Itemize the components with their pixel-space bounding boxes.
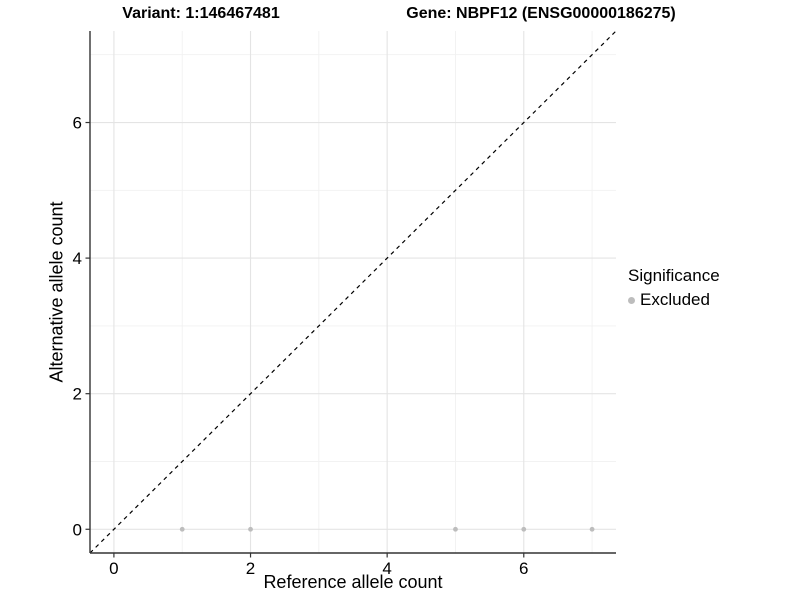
legend-item-excluded: Excluded	[628, 290, 720, 310]
data-point	[453, 526, 458, 532]
data-point	[179, 526, 185, 532]
x-tick-label: 4	[382, 559, 391, 578]
data-point	[589, 526, 595, 532]
y-tick-label: 6	[73, 114, 82, 133]
x-tick-label: 0	[109, 559, 118, 578]
y-tick-label: 2	[73, 385, 82, 404]
data-point	[248, 526, 253, 532]
legend-item-label: Excluded	[640, 290, 710, 309]
y-axis-title: Alternative allele count	[46, 201, 67, 383]
y-tick-label: 4	[73, 249, 82, 268]
x-tick-label: 2	[246, 559, 255, 578]
identity-line	[89, 30, 617, 554]
legend-point-icon	[628, 296, 635, 304]
legend: Significance Excluded	[628, 266, 720, 310]
data-point	[521, 526, 527, 532]
plot-title-gene: Gene: NBPF12 (ENSG00000186275)	[406, 5, 676, 22]
x-tick-label: 6	[519, 559, 528, 578]
plot-title-variant: Variant: 1:146467481	[122, 5, 280, 22]
legend-title: Significance	[628, 266, 720, 285]
x-axis-title: Reference allele count	[263, 572, 443, 592]
y-tick-label: 0	[73, 520, 82, 539]
